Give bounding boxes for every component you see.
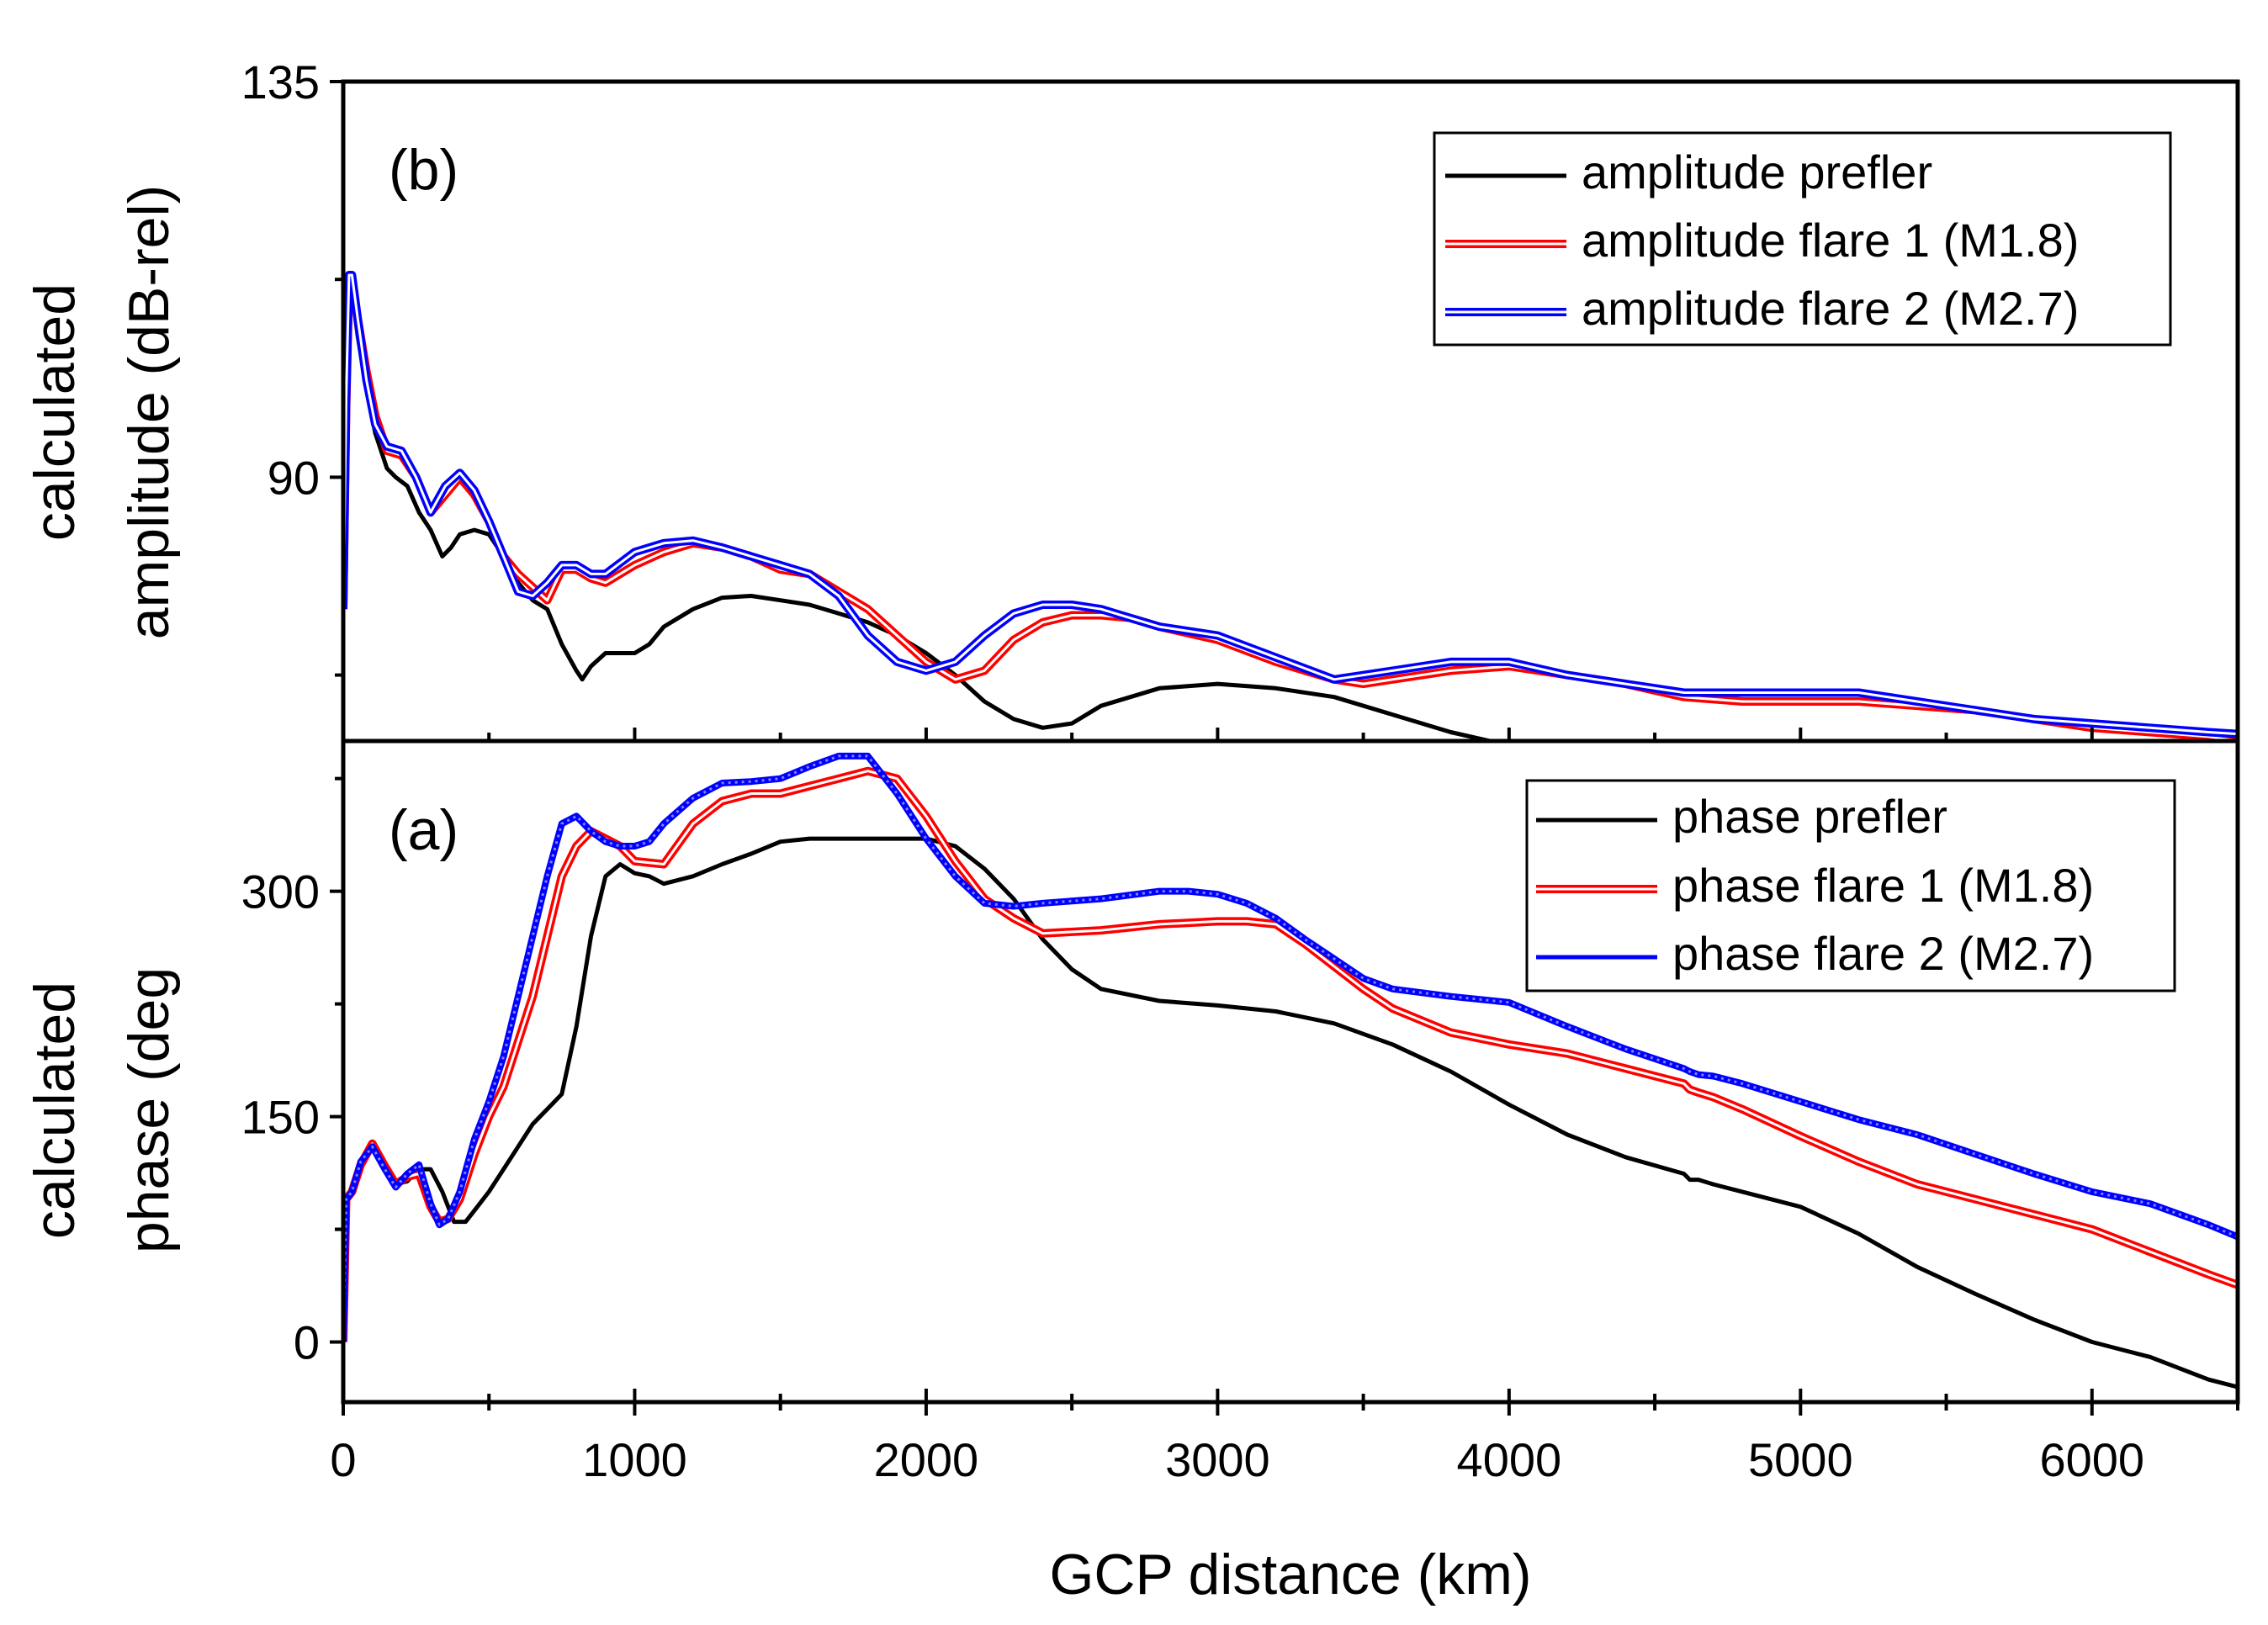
phase-plot-frame	[341, 738, 2240, 1405]
amplitude-y-ticks: 135 90	[241, 56, 343, 677]
legend-amplitude-flare-1: amplitude flare 1 (M1.8)	[1582, 214, 2079, 267]
y-tick-label-300: 300	[241, 865, 320, 918]
phase-y-axis-title-line2: phase (deg	[117, 967, 181, 1253]
phase-y-ticks: 300 150 0	[241, 776, 343, 1369]
amplitude-y-axis-title-line2: amplitude (dB-rel)	[117, 185, 181, 639]
legend-amplitude-flare-2: amplitude flare 2 (M2.7)	[1582, 282, 2079, 335]
legend-phase-flare-2: phase flare 2 (M2.7)	[1672, 927, 2094, 980]
amplitude-panel-label: (b)	[389, 138, 458, 202]
amplitude-legend-samples	[1445, 173, 1566, 316]
y-tick-label-150: 150	[241, 1091, 320, 1144]
phase-legend: phase prefler phase flare 1 (M1.8) phase…	[1525, 779, 2176, 992]
x-tick-label-0: 0	[330, 1433, 356, 1486]
amplitude-y-axis-title-line1: calculated	[23, 283, 87, 541]
phase-lines	[343, 752, 2238, 1389]
x-tick-label-5000: 5000	[1748, 1433, 1853, 1486]
x-tick-label-1000: 1000	[582, 1433, 687, 1486]
legend-phase-flare-1: phase flare 1 (M1.8)	[1672, 859, 2094, 912]
x-tick-label-4000: 4000	[1457, 1433, 1562, 1486]
phase-legend-samples	[1536, 818, 1657, 960]
series-line-amplitude-flare-1-m1-8	[343, 279, 2238, 741]
legend-phase-prefler: phase prefler	[1672, 790, 1947, 843]
x-tick-label-2000: 2000	[874, 1433, 979, 1486]
y-tick-label-0: 0	[294, 1316, 320, 1369]
amplitude-legend: amplitude prefler amplitude flare 1 (M1.…	[1433, 131, 2172, 347]
phase-y-axis-title-line1: calculated	[23, 982, 87, 1239]
legend-amplitude-prefler: amplitude prefler	[1582, 146, 1932, 198]
y-tick-label-135: 135	[241, 56, 320, 109]
x-axis-title: GCP distance (km)	[1049, 1543, 1531, 1606]
amplitude-lines	[343, 271, 2238, 741]
phase-x-ticks: 0 1000 2000 3000 4000 5000 6000	[330, 1389, 2239, 1486]
series-line-amplitude-flare-2-m2-7	[343, 271, 2238, 738]
phase-panel-label: (a)	[389, 798, 458, 862]
x-tick-label-3000: 3000	[1165, 1433, 1270, 1486]
y-tick-label-90: 90	[268, 451, 320, 504]
x-tick-label-6000: 6000	[2039, 1433, 2144, 1486]
phase-panel: 300 150 0 0 1000 2000 3000 4000 5000 6000 (a) ca…	[23, 738, 2240, 1606]
series-line-phase-flare-2-m2-7	[343, 752, 2238, 1342]
series-line-amplitude-prefler	[343, 281, 1634, 741]
